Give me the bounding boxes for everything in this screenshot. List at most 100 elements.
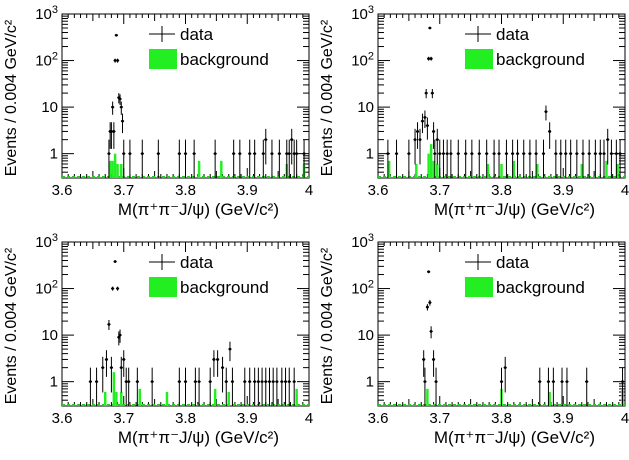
data-point (116, 287, 119, 290)
data-point (575, 152, 579, 156)
data-point (395, 152, 398, 156)
y-tick-label: 102 (351, 51, 374, 70)
background-bar (165, 391, 169, 406)
legend-background-swatch (149, 277, 177, 297)
x-tick-label: 3.8 (175, 410, 196, 427)
data-point (277, 152, 281, 156)
data-point (119, 105, 123, 109)
data-point (275, 380, 279, 384)
data-point (564, 152, 568, 156)
data-point (117, 335, 121, 339)
x-axis-label: M(π⁺π⁻J/ψ) (GeV/c²) (434, 200, 595, 219)
data-point (113, 260, 117, 263)
data-point (232, 152, 236, 156)
background-bar (429, 144, 433, 178)
data-point (268, 380, 271, 384)
x-tick-label: 4 (621, 410, 629, 427)
x-axis-label: M(π⁺π⁻J/ψ) (GeV/c²) (118, 200, 279, 219)
data-point (135, 380, 139, 384)
data-point (290, 138, 294, 142)
data-point (560, 380, 564, 384)
data-point (216, 358, 220, 361)
y-tick-label: 103 (351, 232, 374, 251)
background-bar (605, 160, 608, 178)
legend-background-label: background (496, 50, 585, 69)
y-tick-label: 1 (50, 374, 58, 391)
data-point (264, 138, 268, 142)
data-point (256, 380, 260, 384)
data-point (587, 152, 591, 156)
background-bar (197, 160, 201, 178)
x-tick-label: 3.7 (429, 410, 450, 427)
data-point (280, 380, 284, 384)
legend-background-label: background (180, 50, 269, 69)
data-point (386, 152, 390, 156)
y-axis-label: Events / 0.004 GeV/c² (3, 247, 20, 404)
data-point (418, 138, 422, 142)
data-point (538, 380, 542, 384)
data-point (593, 152, 597, 156)
data-point (505, 152, 508, 156)
y-tick-label: 10 (41, 327, 58, 344)
x-tick-label: 3.9 (553, 410, 574, 427)
data-point (516, 152, 519, 156)
y-tick-label: 102 (351, 279, 374, 298)
data-point (122, 152, 126, 156)
y-axis-label: Events / 0.004 GeV/c² (319, 19, 336, 176)
background-bar (580, 163, 584, 178)
data-point (438, 152, 442, 156)
y-axis-label: Events / 0.004 GeV/c² (319, 247, 336, 404)
data-point (213, 152, 217, 156)
data-point (121, 119, 124, 123)
data-point (287, 152, 291, 156)
data-point (433, 152, 437, 156)
data-point (428, 301, 432, 304)
background-bar (111, 160, 114, 178)
data-point (445, 152, 449, 156)
background-bar (427, 153, 430, 178)
data-point (112, 130, 116, 133)
x-tick-label: 3.7 (113, 410, 134, 427)
x-tick-label: 4 (621, 182, 629, 199)
y-axis-label: Events / 0.004 GeV/c² (3, 19, 20, 176)
data-point (449, 152, 453, 156)
x-tick-label: 4 (305, 410, 313, 427)
x-tick-label: 3.8 (491, 182, 512, 199)
data-point (89, 380, 92, 384)
data-point (243, 380, 247, 384)
background-bar (220, 160, 223, 178)
data-point (585, 380, 589, 384)
x-tick-label: 3.6 (52, 182, 73, 199)
data-point (107, 322, 111, 326)
data-point (114, 33, 118, 37)
y-tick-label: 102 (35, 51, 58, 70)
data-point (177, 152, 181, 156)
data-point (95, 380, 98, 384)
data-point (212, 358, 216, 361)
data-point (118, 333, 122, 337)
data-point (292, 152, 296, 156)
x-tick-label: 3.9 (237, 410, 258, 427)
legend-background-label: background (180, 278, 269, 297)
data-point (485, 152, 489, 156)
data-point (497, 152, 501, 156)
data-point (618, 152, 622, 156)
data-point (105, 358, 108, 361)
background-bar (112, 372, 116, 406)
data-point (442, 152, 445, 156)
data-point (551, 380, 555, 384)
background-bar (436, 163, 439, 178)
data-point (554, 152, 558, 156)
data-point (477, 152, 481, 156)
data-point (150, 380, 154, 384)
x-tick-label: 3.6 (368, 182, 389, 199)
data-point (544, 110, 548, 114)
background-bar (387, 160, 391, 178)
y-tick-label: 1 (366, 146, 374, 163)
legend-data-label: data (180, 25, 214, 44)
data-point (253, 152, 257, 156)
data-point (614, 152, 618, 156)
x-axis-label: M(π⁺π⁻J/ψ) (GeV/c²) (118, 428, 279, 447)
data-point (429, 330, 433, 333)
background-bar (103, 391, 107, 406)
